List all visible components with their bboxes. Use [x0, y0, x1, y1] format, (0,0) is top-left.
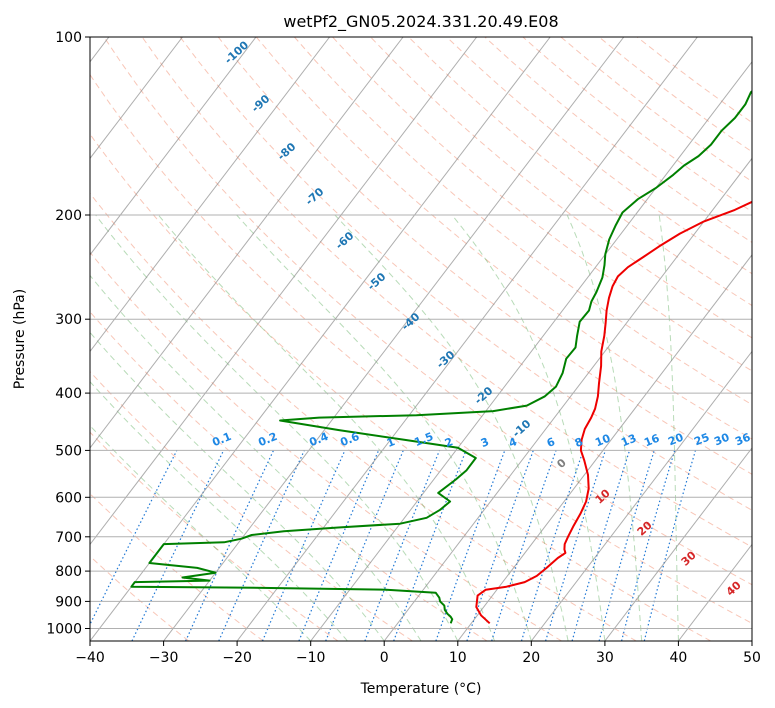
mixing-ratio-line	[491, 450, 557, 641]
x-tick-label: −30	[149, 650, 179, 666]
mixing-ratio-line	[466, 450, 534, 641]
dry-adiabat	[90, 431, 339, 641]
dry-adiabat	[90, 555, 190, 641]
y-tick-label: 800	[55, 564, 82, 580]
isotherm-line	[310, 60, 752, 641]
mixing-ratio-label: 36	[733, 431, 752, 449]
mixing-ratio-label: 16	[642, 432, 661, 450]
mixing-ratio-line	[435, 450, 506, 641]
moist-adiabat	[90, 424, 312, 641]
dewpoint-line	[130, 89, 752, 624]
mixing-ratio-label: 25	[692, 431, 711, 449]
moist-adiabat	[90, 331, 385, 641]
mixing-ratio-label: 8	[573, 435, 585, 450]
y-tick-label: 1000	[46, 622, 82, 638]
y-tick-label: 400	[55, 386, 82, 402]
mixing-ratio-line	[325, 450, 404, 641]
mixing-ratio-label: 1	[385, 435, 397, 450]
y-axis-ticks: 100 200 300 400 500 600 700 800 900 1000	[46, 30, 90, 638]
x-tick-label: 40	[669, 650, 687, 666]
y-tick-label: 100	[55, 30, 82, 46]
mixing-ratio-line	[298, 450, 380, 641]
moist-adiabat	[236, 214, 532, 641]
x-tick-label: 50	[743, 650, 761, 666]
dry-adiabat	[90, 73, 752, 624]
dry-adiabat	[255, 37, 752, 440]
moist-adiabat	[566, 214, 643, 641]
dry-adiabat	[370, 37, 752, 339]
x-tick-label: −20	[222, 650, 252, 666]
x-tick-label: 30	[596, 650, 614, 666]
mixing-ratio-line	[364, 450, 441, 641]
dry-adiabat	[90, 192, 637, 641]
isotherm-line	[90, 37, 551, 641]
mixing-ratio-line	[261, 450, 346, 641]
moist-adiabat	[334, 214, 569, 641]
mixing-ratio-line	[545, 450, 606, 641]
y-tick-label: 600	[55, 490, 82, 506]
isotherm-line	[90, 37, 183, 160]
x-axis-ticks: −40 −30 −20 −10 0 10 20 30 40 50	[75, 641, 761, 666]
chart-title: wetPf2_GN05.2024.331.20.49.E08	[283, 12, 558, 32]
moist-adiabat	[95, 214, 459, 641]
mixing-ratio-line	[218, 450, 305, 641]
isotherm-line	[530, 350, 752, 641]
isotherm-line	[604, 447, 752, 641]
x-tick-label: −40	[75, 650, 105, 666]
mixing-ratio-label: 30	[712, 431, 731, 449]
y-axis-label: Pressure (hPa)	[12, 289, 28, 389]
isotherm-line	[90, 37, 478, 546]
y-tick-label: 200	[55, 208, 82, 224]
isotherm-line	[236, 37, 698, 641]
x-tick-label: −10	[296, 650, 326, 666]
mixing-ratio-label: 2	[443, 435, 455, 450]
moist-adiabat	[158, 214, 496, 641]
y-tick-label: 500	[55, 443, 82, 459]
x-axis-label: Temperature (°C)	[360, 681, 482, 697]
plot-frame	[89, 36, 753, 642]
dry-adiabat	[332, 37, 752, 372]
isotherm-line	[90, 37, 330, 353]
dry-adiabat	[294, 37, 752, 406]
pressure-gridlines	[90, 37, 752, 629]
temperature-line	[475, 200, 752, 625]
dry-adiabat	[90, 251, 562, 641]
y-tick-label: 700	[55, 530, 82, 546]
mixing-ratio-line	[520, 450, 584, 641]
profile-lines	[130, 89, 752, 625]
y-tick-label: 300	[55, 312, 82, 328]
dry-adiabat	[90, 133, 712, 641]
isotherm-line	[163, 37, 625, 641]
moist-adiabat	[658, 214, 679, 641]
isotherm-line	[90, 37, 257, 256]
mixing-ratio-label: 20	[666, 431, 685, 449]
x-tick-label: 10	[449, 650, 467, 666]
dry-adiabat	[103, 37, 752, 586]
mixing-ratio-label: 10	[593, 432, 612, 450]
x-tick-label: 20	[522, 650, 540, 666]
y-tick-label: 900	[55, 594, 82, 610]
mixing-ratio-line	[621, 450, 676, 641]
mixing-ratio-line	[571, 450, 631, 641]
isotherm-line	[457, 254, 752, 641]
mixing-ratio-line	[90, 450, 178, 626]
dry-adiabat	[90, 370, 413, 641]
moist-adiabat	[90, 274, 422, 641]
isotherm-line	[90, 37, 404, 449]
isotherm-line	[383, 157, 752, 641]
mixing-ratio-label: 3	[479, 435, 491, 450]
mixing-ratio-label: 13	[619, 432, 638, 450]
mixing-ratio-line	[598, 450, 655, 641]
dry-adiabat	[90, 311, 488, 641]
x-tick-label: 0	[380, 650, 389, 666]
